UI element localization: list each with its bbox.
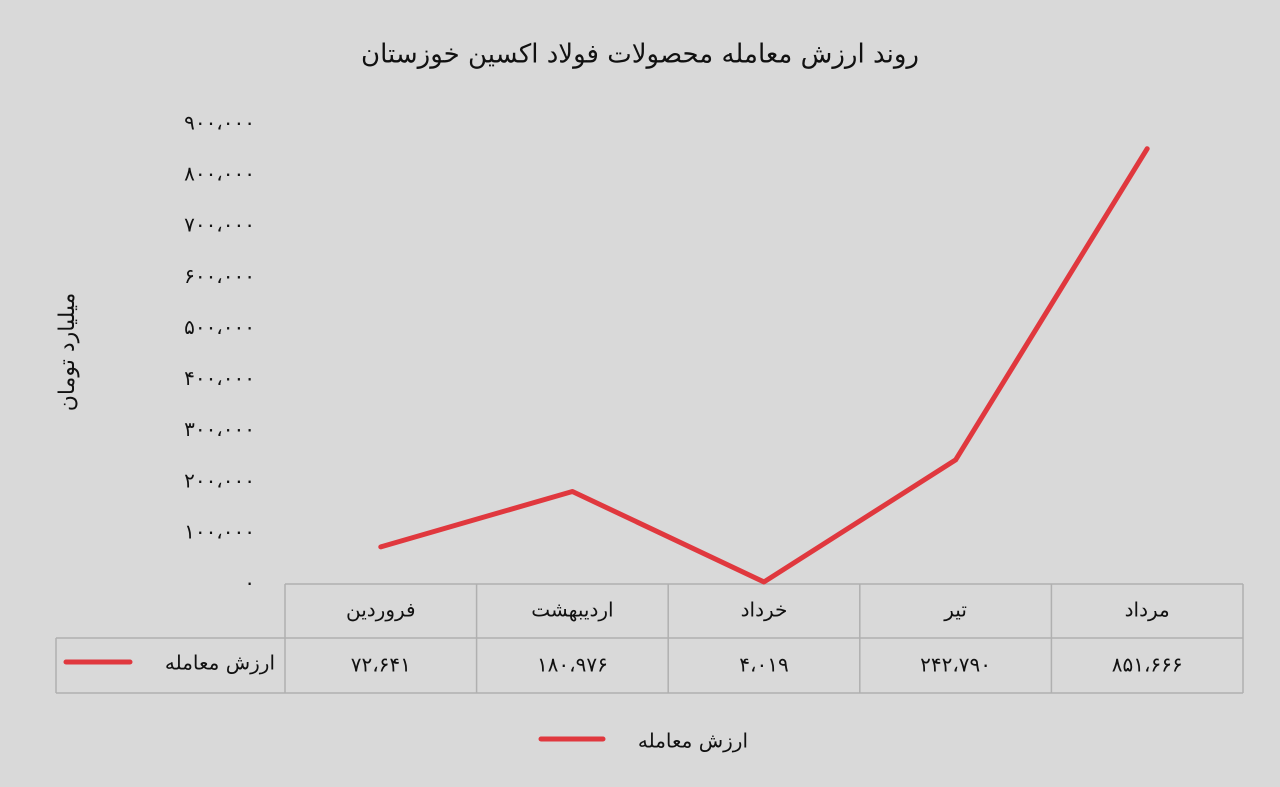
y-tick-label: ۹۰۰،۰۰۰ [184, 111, 255, 135]
legend-label: ارزش معامله [638, 729, 748, 753]
table-value: ۱۸۰،۹۷۶ [537, 653, 608, 677]
y-tick-label: ۶۰۰،۰۰۰ [184, 264, 255, 288]
y-tick-label: ۲۰۰،۰۰۰ [184, 468, 255, 492]
table-value: ۴،۰۱۹ [739, 653, 788, 677]
x-tick-label: فروردین [346, 598, 416, 622]
y-tick-label: ۸۰۰،۰۰۰ [184, 162, 255, 186]
table-value: ۷۲،۶۴۱ [351, 653, 411, 677]
table-value: ۸۵۱،۶۶۶ [1112, 653, 1183, 677]
chart-title: روند ارزش معامله محصولات فولاد اکسین خوز… [361, 40, 919, 70]
y-tick-label: ۳۰۰،۰۰۰ [184, 417, 255, 441]
y-axis-label: میلیارد تومان [55, 293, 80, 412]
table-value: ۲۴۲،۷۹۰ [920, 653, 991, 677]
series-line [378, 146, 1150, 585]
x-tick-label: خرداد [741, 598, 788, 622]
y-tick-label: ۷۰۰،۰۰۰ [184, 213, 255, 237]
table-series-name: ارزش معامله [165, 651, 275, 675]
x-tick-label: مرداد [1125, 598, 1170, 622]
y-tick-label: ۴۰۰،۰۰۰ [184, 366, 255, 390]
x-tick-label: اردیبهشت [531, 598, 613, 622]
x-tick-label: تیر [943, 598, 967, 622]
y-tick-label: ۱۰۰،۰۰۰ [184, 519, 255, 543]
y-tick-label: ۰ [244, 571, 255, 595]
y-tick-label: ۵۰۰،۰۰۰ [184, 315, 255, 339]
